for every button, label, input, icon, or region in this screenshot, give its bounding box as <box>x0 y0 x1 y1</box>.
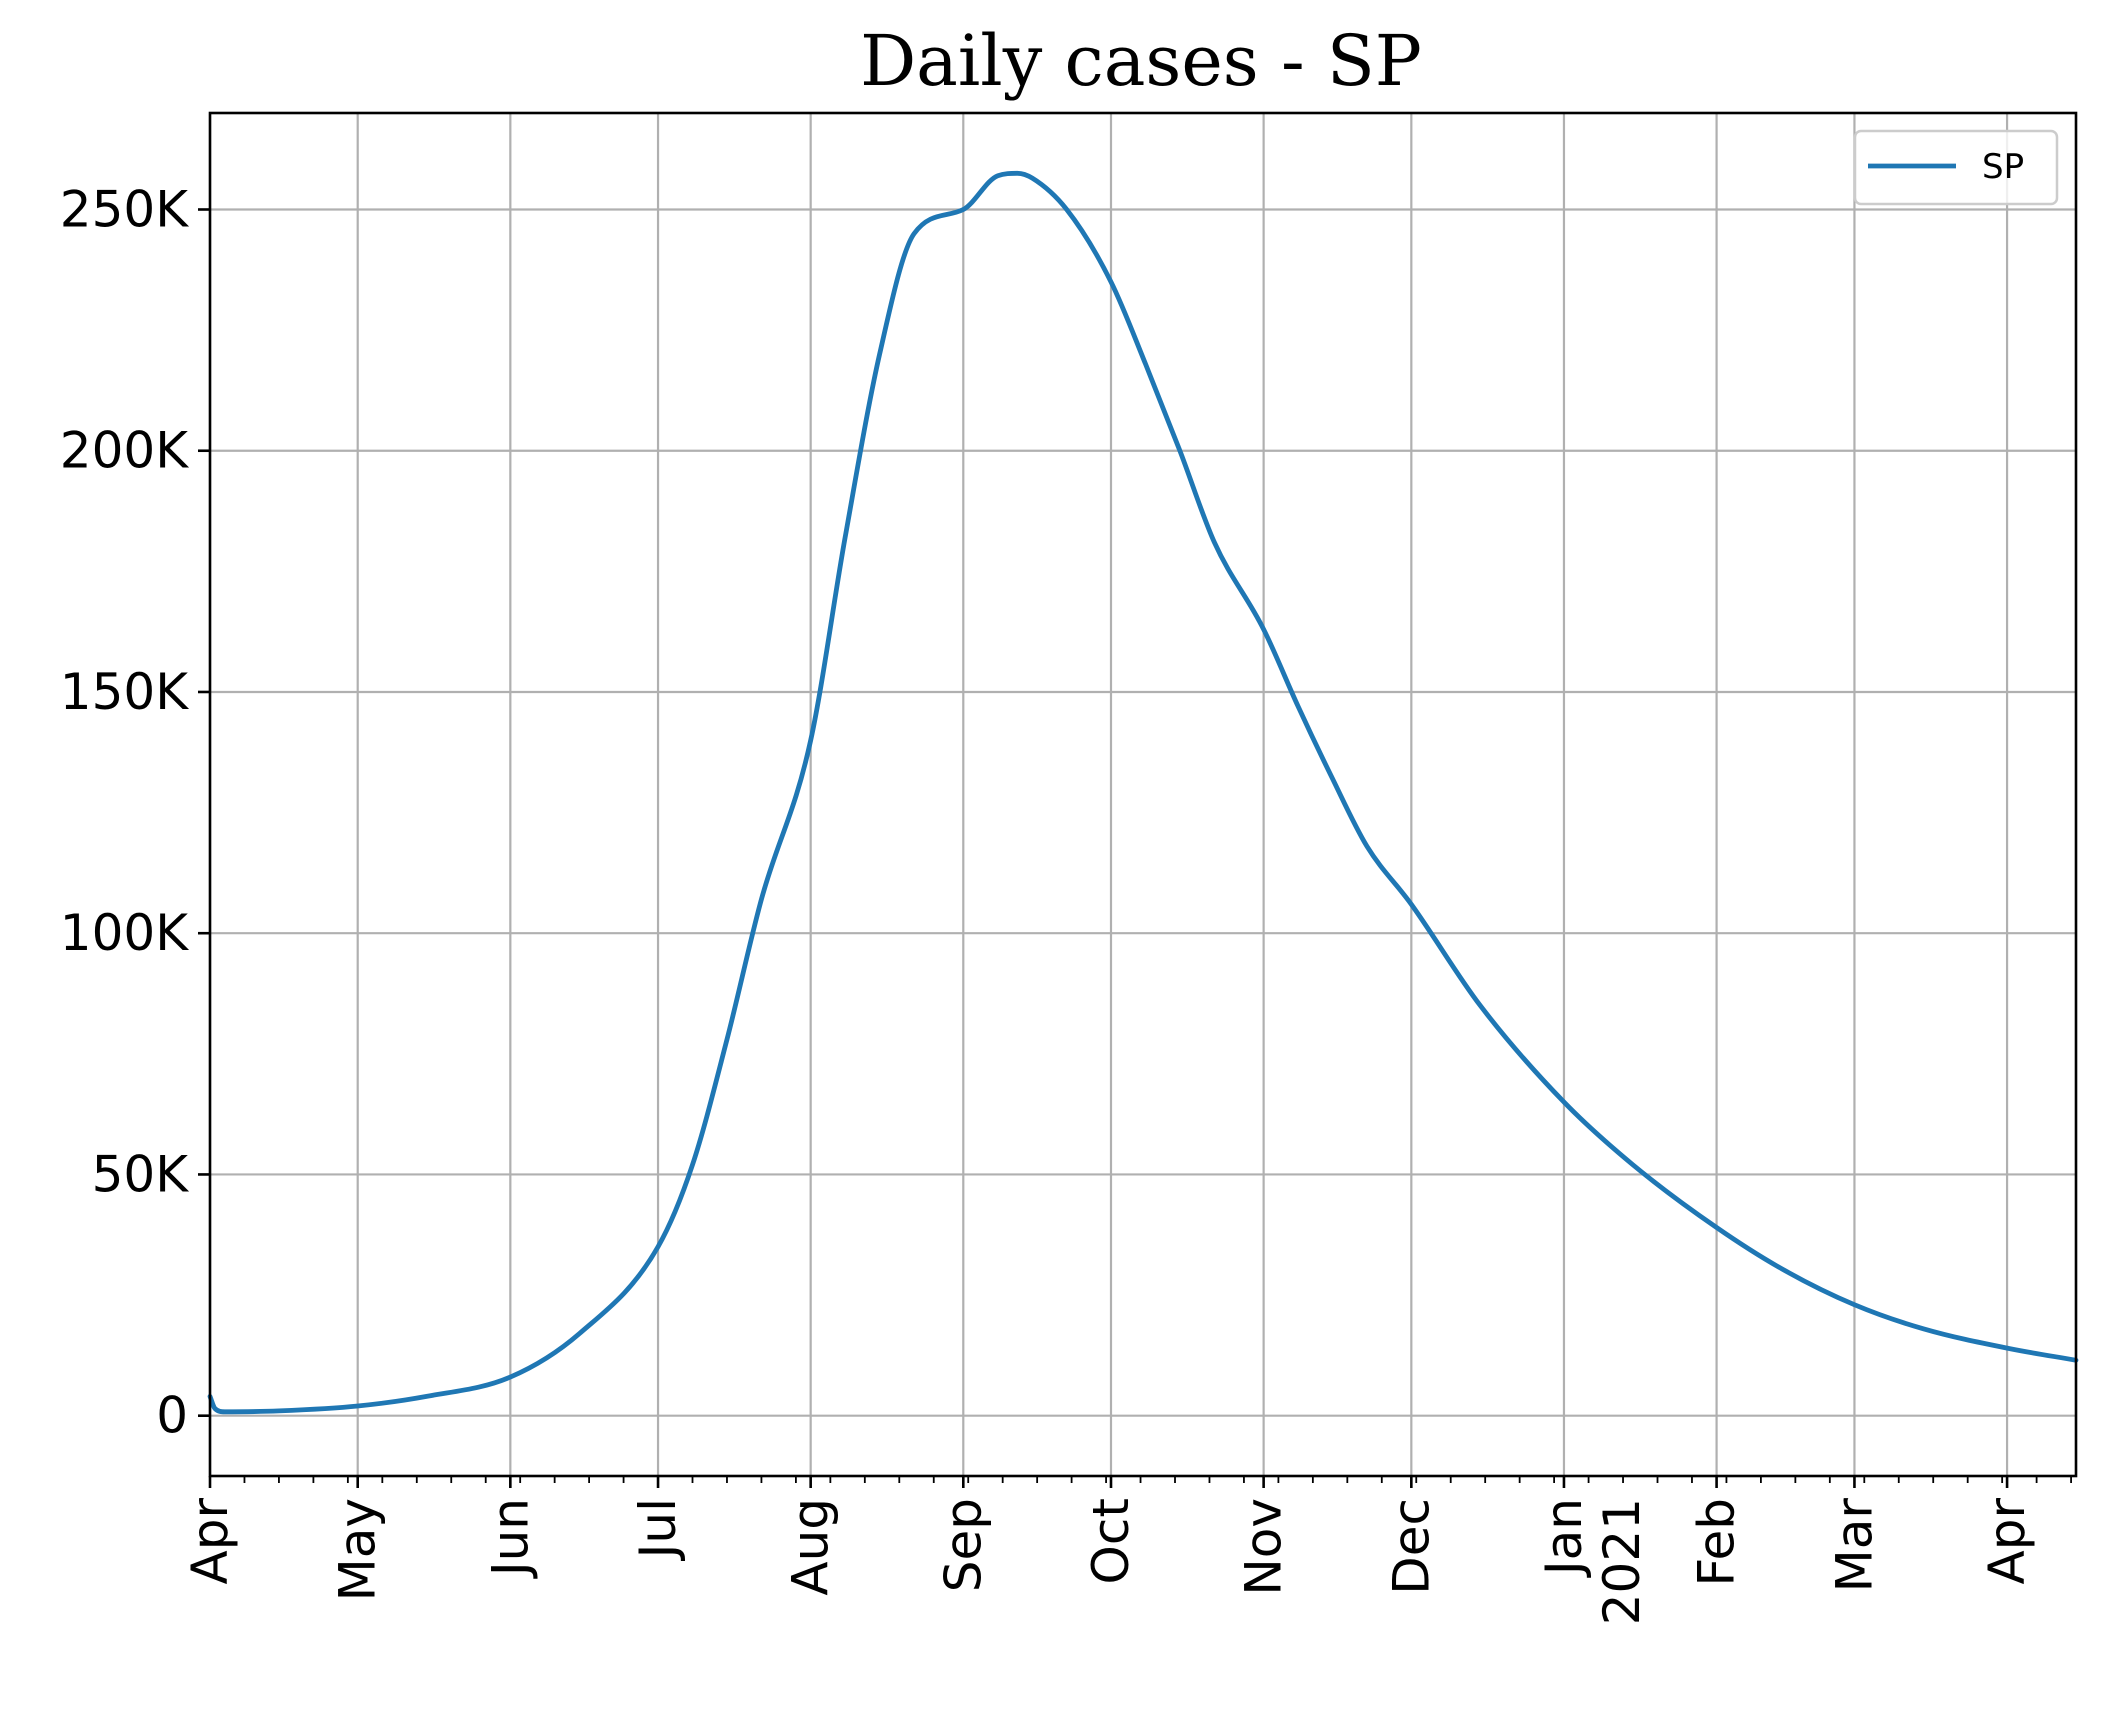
x-tick-label: Apr <box>181 1498 239 1585</box>
series-line-sp <box>207 170 2079 1415</box>
x-tick-label: Oct <box>1082 1498 1140 1584</box>
x-tick-label: Aug <box>782 1498 840 1596</box>
x-tick-label: Apr <box>1978 1498 2036 1585</box>
x-tick-label: Feb <box>1688 1498 1746 1587</box>
x-tick-label: May <box>329 1498 387 1601</box>
grid <box>208 113 2076 1476</box>
plot-frame <box>208 111 2078 1478</box>
legend-label-sp: SP <box>1982 147 2024 187</box>
chart-title: Daily cases - SP <box>860 20 1422 102</box>
y-tick-label: 200K <box>60 422 189 480</box>
x-tick-label: Dec <box>1382 1498 1440 1595</box>
x-tick-label: Nov <box>1235 1498 1293 1596</box>
y-tick-label: 250K <box>60 180 189 238</box>
x-tick-label: Jun <box>481 1498 539 1579</box>
x-tick-year-label: 2021 <box>1593 1498 1651 1625</box>
y-tick-label: 0 <box>156 1387 188 1445</box>
y-tick-label: 100K <box>60 904 189 962</box>
x-tick-label: Jul <box>629 1498 687 1561</box>
legend: SP <box>1853 129 2059 206</box>
y-tick-label: 50K <box>92 1145 190 1203</box>
axis-ticks: 0 50K 100K 150K 200K 250K Apr May Jun Jul Aug Sep Oc… <box>60 180 2072 1625</box>
x-tick-label: Sep <box>934 1498 992 1592</box>
x-tick-label: Mar <box>1825 1498 1883 1593</box>
x-tick-label: Jan <box>1535 1498 1593 1578</box>
y-tick-label: 150K <box>60 663 189 721</box>
